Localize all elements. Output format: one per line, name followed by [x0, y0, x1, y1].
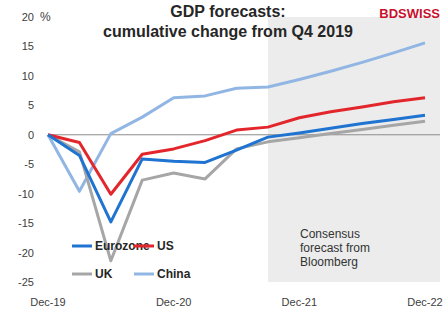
y-tick-label: 5 [28, 99, 34, 111]
legend-swatch [72, 245, 92, 248]
y-tick-label: 20 [22, 11, 34, 23]
x-tick-label: Dec-22 [407, 296, 442, 308]
y-axis [45, 17, 46, 282]
y-tick [38, 105, 41, 106]
y-tick-label: -5 [24, 158, 34, 170]
legend-label: US [157, 239, 174, 253]
y-tick-label: -15 [18, 217, 34, 229]
series-group [48, 43, 425, 261]
annotation-line: forecast from [300, 241, 370, 255]
y-tick-label: -20 [18, 247, 34, 259]
y-tick-label: 15 [22, 40, 34, 52]
y-tick [38, 164, 41, 165]
y-tick-label: 10 [22, 70, 34, 82]
legend-label: UK [95, 267, 113, 281]
legend-label: China [157, 267, 191, 281]
annotation-line: Bloomberg [300, 255, 358, 269]
chart: Consensusforecast fromBloomberg -25 -20 -15… [0, 0, 448, 320]
x-tick-label: Dec-19 [30, 296, 65, 308]
y-tick-label: -25 [18, 276, 34, 288]
series-line [48, 121, 425, 261]
x-tick-label: Dec-20 [156, 296, 191, 308]
y-tick [38, 223, 41, 224]
y-tick [38, 193, 41, 194]
x-tick-label: Dec-21 [282, 296, 317, 308]
y-tick-label: 0 [28, 129, 34, 141]
title: GDP forecasts: [170, 3, 285, 20]
subtitle: cumulative change from Q4 2019 [103, 23, 353, 40]
x-axis [48, 134, 440, 135]
series-line [48, 115, 425, 222]
y-axis-label: % [40, 10, 51, 24]
series-line [48, 98, 425, 195]
series-line [48, 43, 425, 191]
legend-swatch [134, 245, 154, 248]
y-tick-label: -10 [18, 188, 34, 200]
y-tick [38, 282, 41, 283]
y-tick [38, 252, 41, 253]
logo: BDSWISS [379, 6, 440, 21]
y-tick [38, 46, 41, 47]
y-tick [38, 75, 41, 76]
annotation-line: Consensus [300, 227, 360, 241]
legend-swatch [72, 273, 92, 276]
annotation: Consensusforecast fromBloomberg [300, 227, 370, 269]
forecast-shade [268, 17, 440, 282]
y-tick [38, 134, 41, 135]
legend-swatch [134, 273, 154, 276]
